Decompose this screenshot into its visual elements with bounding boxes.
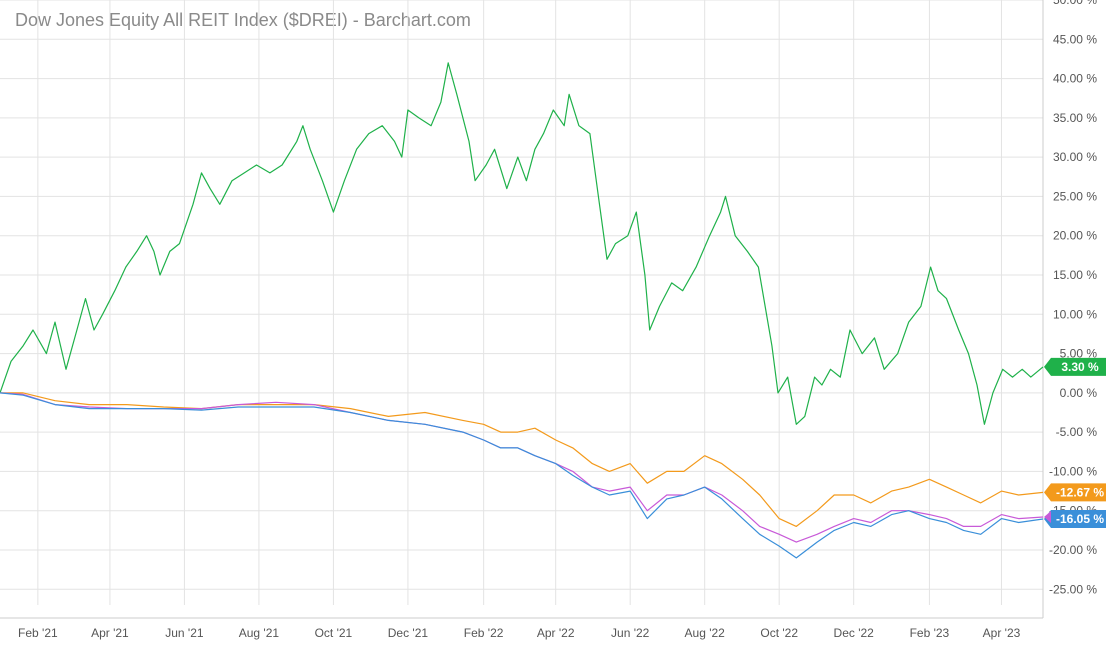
x-tick-label: Apr '23	[983, 626, 1021, 640]
y-tick-label: 0.00 %	[1060, 386, 1098, 400]
series-line-3	[0, 392, 1044, 543]
x-tick-label: Dec '21	[388, 626, 429, 640]
end-value-badge-2	[1044, 483, 1106, 502]
x-tick-label: Apr '22	[537, 626, 575, 640]
y-tick-label: 50.00 %	[1053, 0, 1097, 7]
end-value-label-1: 3.30 %	[1061, 360, 1099, 374]
y-tick-label: 40.00 %	[1053, 72, 1097, 86]
end-value-badge-1	[1044, 357, 1106, 376]
y-tick-label: 5.00 %	[1060, 347, 1098, 361]
end-value-label-4: -16.05 %	[1056, 512, 1104, 526]
series-line-4	[0, 392, 1044, 559]
x-tick-label: Jun '21	[165, 626, 204, 640]
y-tick-label: 15.00 %	[1053, 268, 1097, 282]
y-tick-label: -10.00 %	[1049, 464, 1097, 478]
series-line-2	[0, 392, 1044, 528]
y-tick-label: -25.00 %	[1049, 582, 1097, 596]
x-tick-label: Oct '22	[760, 626, 798, 640]
x-tick-label: Feb '23	[910, 626, 950, 640]
x-tick-label: Aug '22	[685, 626, 726, 640]
y-tick-label: -20.00 %	[1049, 543, 1097, 557]
y-tick-label: 35.00 %	[1053, 111, 1097, 125]
end-marker-3	[1044, 511, 1051, 523]
x-tick-label: Jun '22	[611, 626, 650, 640]
series-line-1	[0, 62, 1044, 425]
y-tick-label: 30.00 %	[1053, 150, 1097, 164]
y-tick-label: 10.00 %	[1053, 307, 1097, 321]
chart-title: Dow Jones Equity All REIT Index ($DREI) …	[15, 10, 471, 30]
y-tick-label: 20.00 %	[1053, 229, 1097, 243]
y-tick-label: 25.00 %	[1053, 189, 1097, 203]
x-tick-label: Feb '21	[18, 626, 58, 640]
end-value-badge-4	[1044, 509, 1106, 528]
y-tick-label: -5.00 %	[1056, 425, 1098, 439]
x-tick-label: Feb '22	[464, 626, 504, 640]
y-tick-label: 45.00 %	[1053, 32, 1097, 46]
end-value-label-2: -12.67 %	[1056, 485, 1104, 499]
x-tick-label: Dec '22	[834, 626, 875, 640]
x-tick-label: Aug '21	[239, 626, 280, 640]
x-tick-label: Apr '21	[91, 626, 129, 640]
x-tick-label: Oct '21	[315, 626, 353, 640]
